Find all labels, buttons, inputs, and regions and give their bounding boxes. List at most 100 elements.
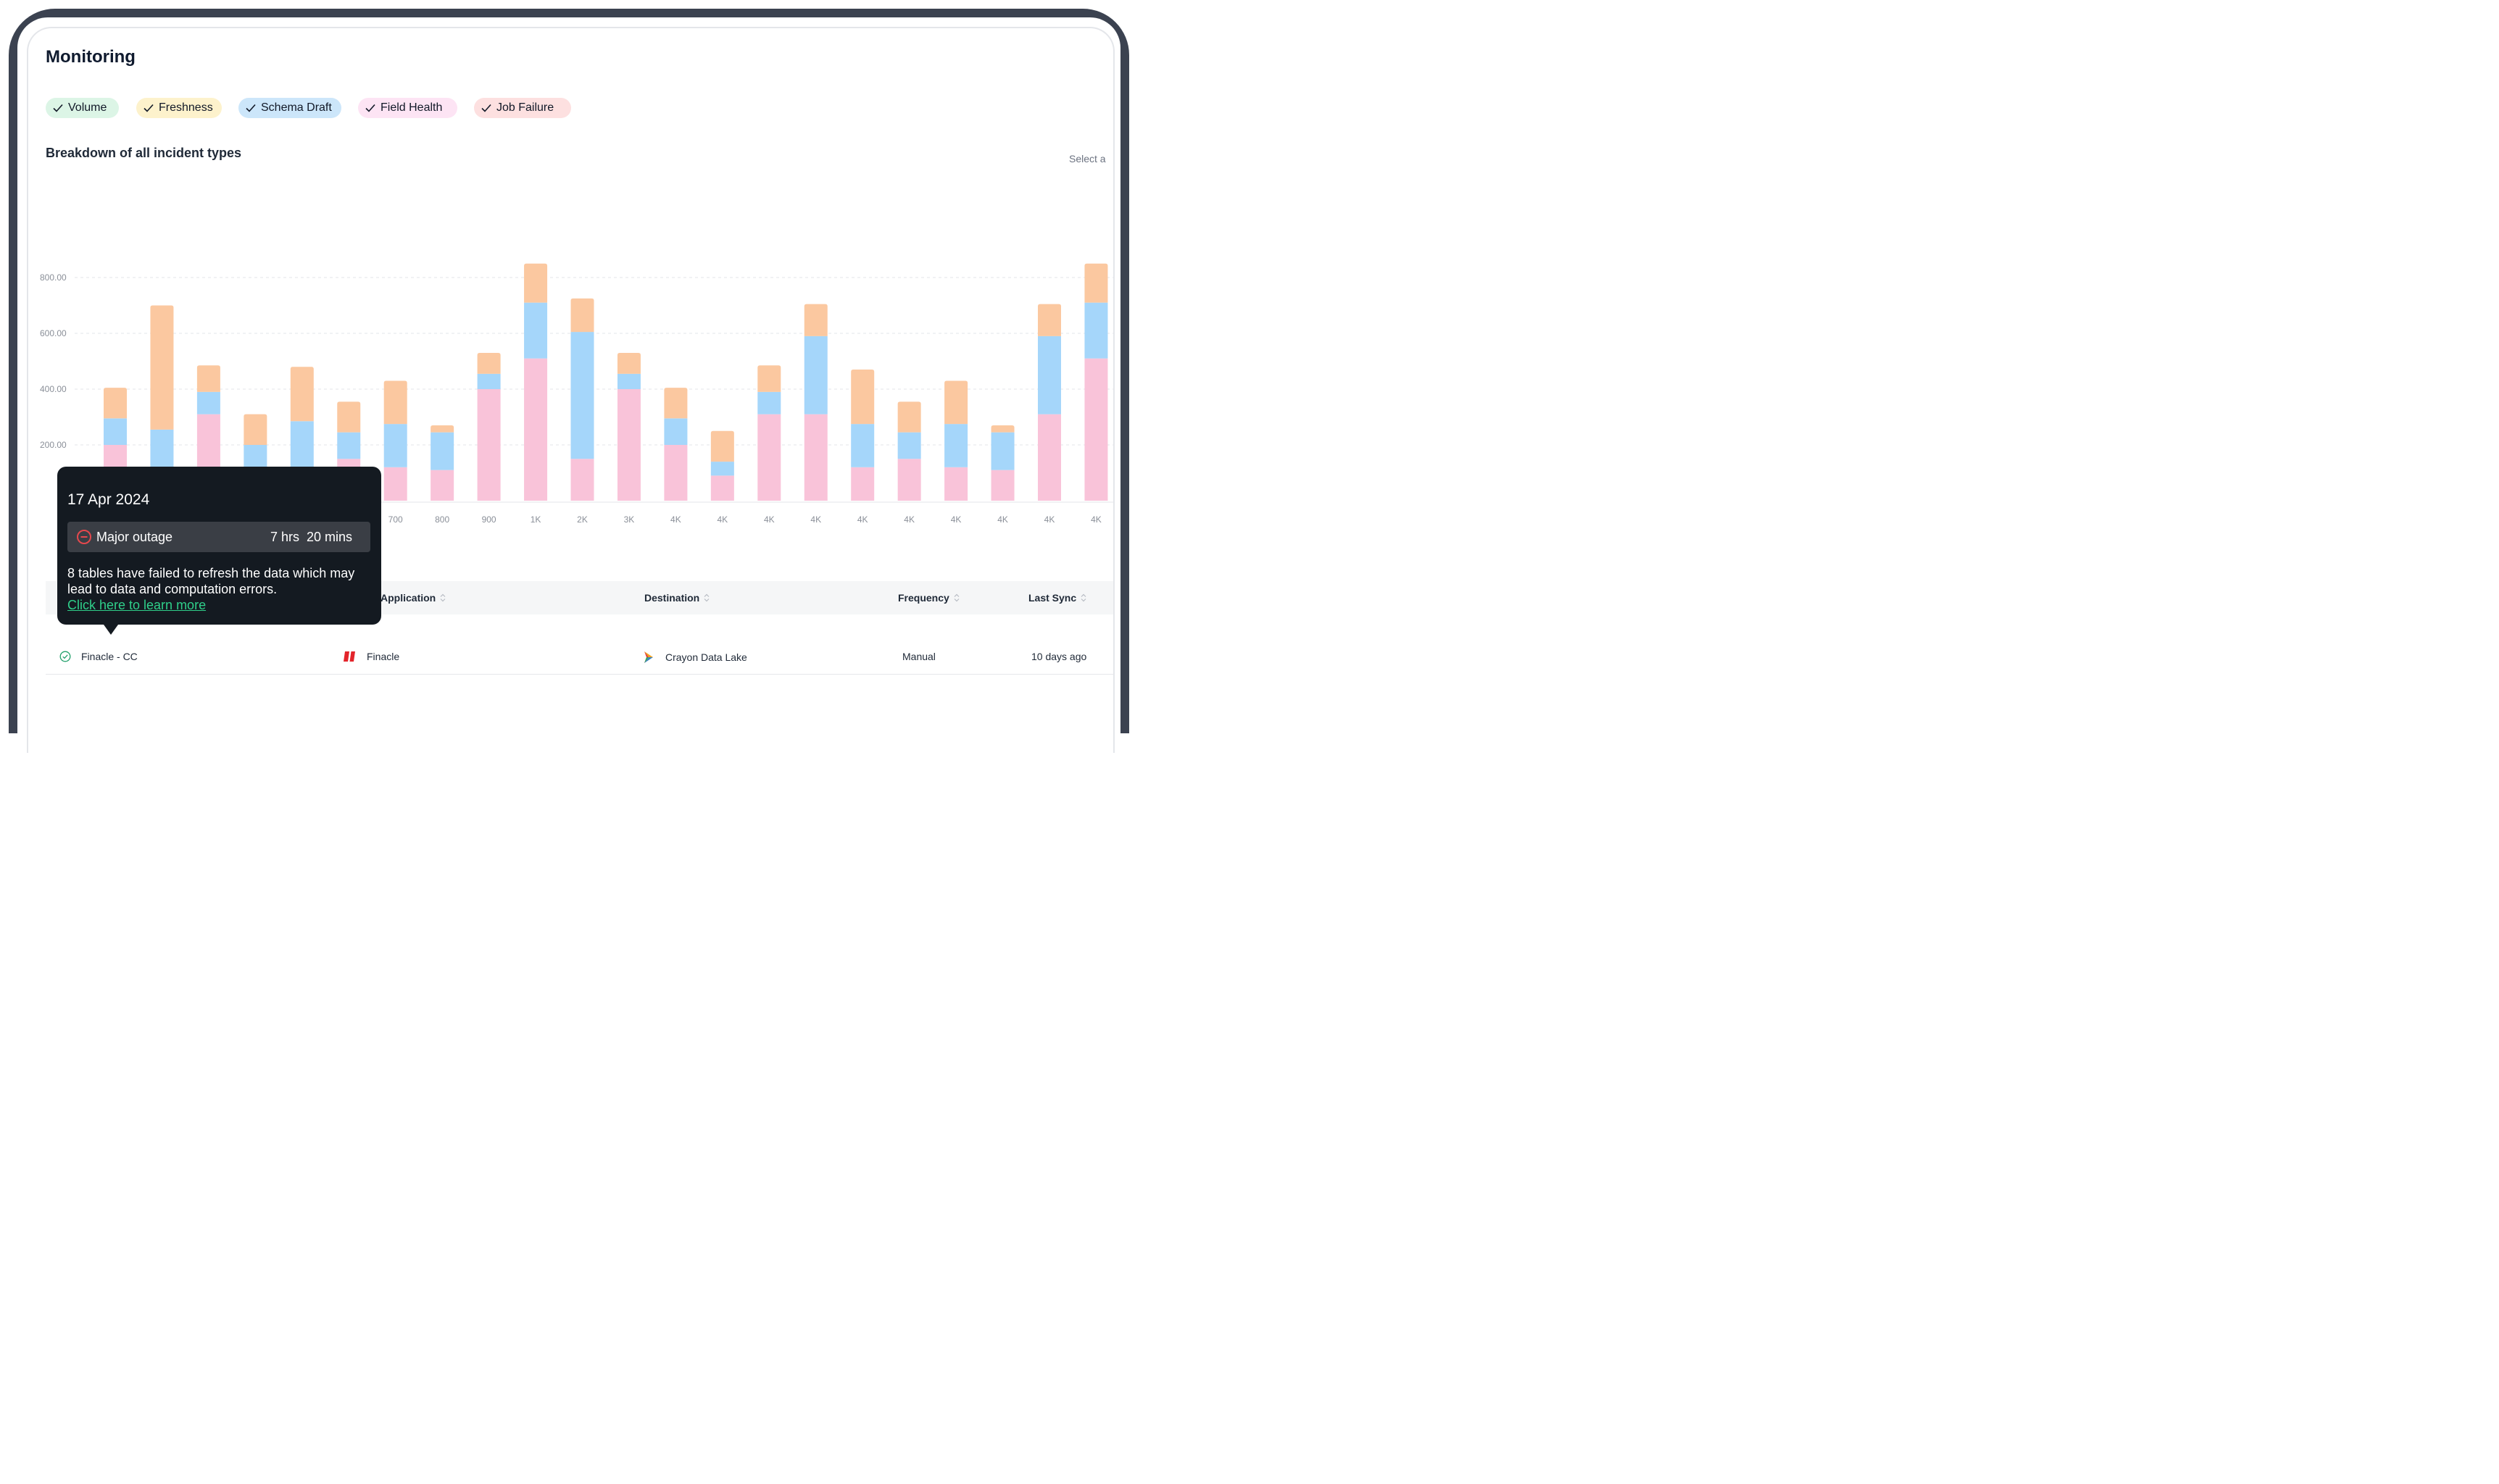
column-header-last-sync[interactable]: Last Sync	[1028, 592, 1086, 604]
tooltip-status-label: Major outage	[96, 530, 173, 544]
x-tick-label: 4K	[904, 514, 915, 525]
sort-icon[interactable]	[704, 593, 710, 602]
bar-segment[interactable]	[710, 430, 734, 462]
chart-section-title: Breakdown of all incident types	[46, 146, 242, 160]
bar-segment[interactable]	[1038, 304, 1061, 336]
x-tick-label: 1K	[531, 514, 541, 525]
check-icon	[246, 104, 256, 112]
select-range-hint[interactable]: Select a	[1069, 153, 1106, 164]
bar-segment[interactable]	[710, 462, 734, 476]
bar-segment[interactable]	[897, 459, 921, 501]
bar-segment[interactable]	[570, 332, 594, 459]
bar-segment[interactable]	[851, 467, 875, 501]
bar-segment[interactable]	[664, 418, 688, 445]
bar-segment[interactable]	[757, 391, 781, 414]
filter-chip-label: Freshness	[159, 101, 213, 114]
bar-segment[interactable]	[1038, 335, 1061, 414]
tooltip-description: 8 tables have failed to refresh the data…	[67, 566, 355, 596]
y-tick-label: 600.00	[40, 328, 67, 338]
bar-segment[interactable]	[196, 365, 220, 392]
x-tick-label: 700	[388, 514, 403, 525]
x-tick-label: 3K	[624, 514, 635, 525]
bar-segment[interactable]	[150, 305, 174, 430]
x-tick-label: 4K	[857, 514, 868, 525]
bar-segment[interactable]	[244, 414, 267, 445]
bar-segment[interactable]	[477, 352, 501, 374]
bar-segment[interactable]	[431, 432, 454, 470]
bar-segment[interactable]	[617, 373, 641, 389]
bar-segment[interactable]	[991, 432, 1015, 470]
bar-segment[interactable]	[944, 424, 968, 467]
filter-chip-job-failure[interactable]: Job Failure	[474, 98, 571, 118]
bar-segment[interactable]	[617, 352, 641, 374]
last-sync-value: 10 days ago	[1031, 651, 1087, 662]
bar-segment[interactable]	[897, 401, 921, 433]
bar-segment[interactable]	[757, 414, 781, 501]
bar-segment[interactable]	[524, 358, 548, 501]
column-header-label: Last Sync	[1028, 592, 1077, 604]
bar-segment[interactable]	[944, 467, 968, 501]
bar-segment[interactable]	[290, 367, 314, 422]
x-tick-label: 4K	[718, 514, 728, 525]
bar-segment[interactable]	[851, 424, 875, 467]
bar-segment[interactable]	[991, 425, 1015, 433]
column-header-destination[interactable]: Destination	[644, 592, 710, 604]
bar-segment[interactable]	[1084, 263, 1108, 303]
bar-segment[interactable]	[944, 380, 968, 425]
y-tick-label: 200.00	[40, 440, 67, 450]
bar-segment[interactable]	[851, 370, 875, 425]
bar-segment[interactable]	[1084, 358, 1108, 501]
column-header-frequency[interactable]: Frequency	[898, 592, 960, 604]
learn-more-link[interactable]: Click here to learn more	[67, 598, 207, 612]
filter-chip-freshness[interactable]: Freshness	[136, 98, 222, 118]
bar-segment[interactable]	[570, 298, 594, 333]
filter-chip-field-health[interactable]: Field Health	[358, 98, 457, 118]
sort-icon[interactable]	[954, 593, 960, 602]
bar-segment[interactable]	[524, 302, 548, 359]
bar-segment[interactable]	[196, 391, 220, 414]
check-icon	[144, 104, 154, 112]
x-tick-label: 4K	[810, 514, 821, 525]
bar-segment[interactable]	[383, 424, 407, 467]
bar-segment[interactable]	[477, 373, 501, 389]
cell-last-sync: 10 days ago	[1031, 651, 1086, 662]
table-row[interactable]: Finacle - CC Finacle Crayon Data Lake Ma…	[46, 641, 1113, 675]
bar-segment[interactable]	[1038, 414, 1061, 501]
bar-segment[interactable]	[431, 470, 454, 501]
filter-chip-volume[interactable]: Volume	[46, 98, 119, 118]
bar-segment[interactable]	[570, 459, 594, 501]
cell-destination: Crayon Data Lake	[642, 651, 747, 664]
bar-segment[interactable]	[897, 432, 921, 459]
column-header-label: Destination	[644, 592, 700, 604]
bar-segment[interactable]	[804, 304, 828, 336]
column-header-application[interactable]: Application	[381, 592, 446, 604]
bar-segment[interactable]	[664, 388, 688, 419]
destination-name: Crayon Data Lake	[665, 651, 747, 663]
frequency-value: Manual	[902, 651, 936, 662]
bar-segment[interactable]	[710, 475, 734, 501]
bar-segment[interactable]	[804, 335, 828, 414]
bar-segment[interactable]	[337, 401, 361, 433]
bar-segment[interactable]	[1084, 302, 1108, 359]
bar-segment[interactable]	[617, 389, 641, 501]
filter-chip-schema-draft[interactable]: Schema Draft	[238, 98, 341, 118]
outage-icon	[77, 530, 91, 544]
tooltip-caret	[104, 625, 118, 635]
bar-segment[interactable]	[991, 470, 1015, 501]
column-header-label: Application	[381, 592, 436, 604]
bar-segment[interactable]	[524, 263, 548, 303]
bar-segment[interactable]	[104, 418, 127, 445]
bar-segment[interactable]	[477, 389, 501, 501]
bar-segment[interactable]	[804, 414, 828, 501]
bar-segment[interactable]	[337, 432, 361, 459]
bar-segment[interactable]	[757, 365, 781, 392]
bar-segment[interactable]	[383, 467, 407, 501]
bar-segment[interactable]	[104, 388, 127, 419]
bar-segment[interactable]	[431, 425, 454, 433]
page-title: Monitoring	[46, 47, 136, 67]
sort-icon[interactable]	[440, 593, 446, 602]
bar-segment[interactable]	[664, 445, 688, 501]
sort-icon[interactable]	[1081, 593, 1086, 602]
x-tick-label: 4K	[1091, 514, 1102, 525]
bar-segment[interactable]	[383, 380, 407, 425]
